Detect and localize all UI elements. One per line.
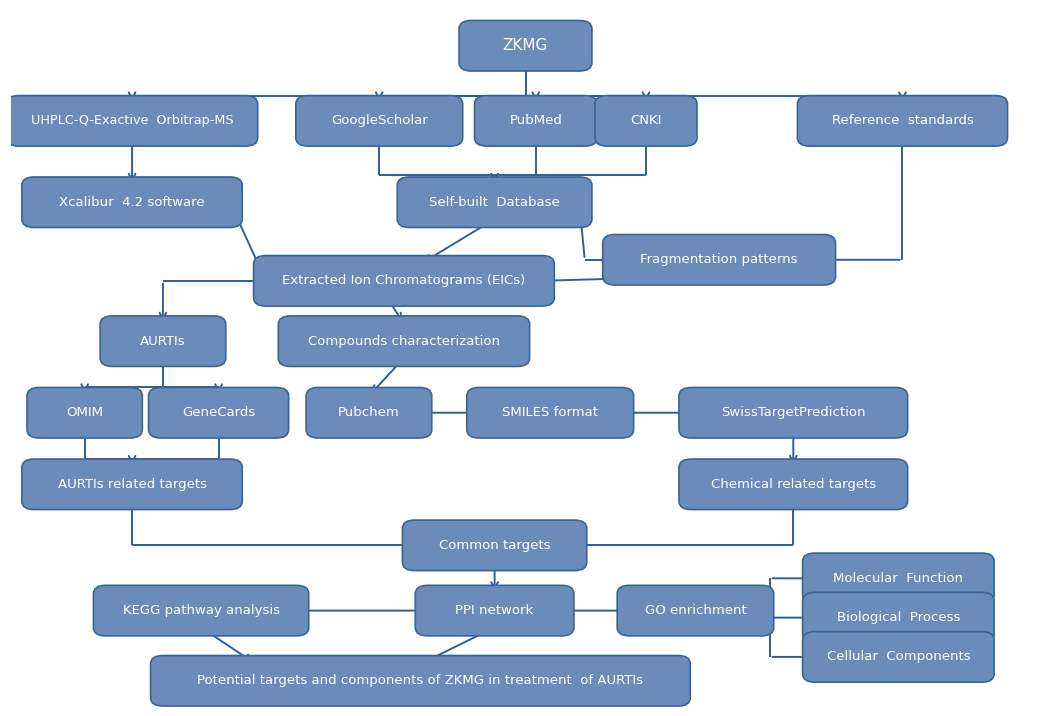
FancyBboxPatch shape [459, 21, 592, 71]
FancyBboxPatch shape [306, 387, 432, 438]
FancyBboxPatch shape [22, 177, 242, 228]
FancyBboxPatch shape [397, 177, 592, 228]
FancyBboxPatch shape [148, 387, 289, 438]
Text: Fragmentation patterns: Fragmentation patterns [640, 253, 798, 266]
FancyBboxPatch shape [403, 520, 586, 571]
Text: AURTIs related targets: AURTIs related targets [58, 478, 207, 490]
Text: GO enrichment: GO enrichment [644, 604, 746, 617]
FancyBboxPatch shape [22, 459, 242, 510]
FancyBboxPatch shape [474, 95, 597, 146]
Text: AURTIs: AURTIs [140, 334, 186, 348]
Text: ZKMG: ZKMG [502, 38, 549, 53]
FancyBboxPatch shape [253, 256, 554, 306]
FancyBboxPatch shape [6, 95, 257, 146]
Text: GoogleScholar: GoogleScholar [331, 115, 428, 127]
Text: Biological  Process: Biological Process [837, 611, 960, 624]
Text: Chemical related targets: Chemical related targets [710, 478, 875, 490]
Text: GeneCards: GeneCards [182, 406, 255, 420]
Text: PPI network: PPI network [455, 604, 534, 617]
Text: Molecular  Function: Molecular Function [833, 572, 964, 585]
Text: SMILES format: SMILES format [502, 406, 598, 420]
Text: SwissTargetPrediction: SwissTargetPrediction [721, 406, 866, 420]
Text: Pubchem: Pubchem [338, 406, 399, 420]
FancyBboxPatch shape [803, 632, 994, 682]
Text: OMIM: OMIM [66, 406, 103, 420]
FancyBboxPatch shape [602, 235, 836, 285]
FancyBboxPatch shape [467, 387, 634, 438]
Text: Xcalibur  4.2 software: Xcalibur 4.2 software [59, 195, 205, 209]
Text: CNKI: CNKI [631, 115, 662, 127]
FancyBboxPatch shape [295, 95, 462, 146]
Text: KEGG pathway analysis: KEGG pathway analysis [123, 604, 280, 617]
Text: PubMed: PubMed [510, 115, 562, 127]
FancyBboxPatch shape [803, 553, 994, 604]
Text: UHPLC-Q-Exactive  Orbitrap-MS: UHPLC-Q-Exactive Orbitrap-MS [30, 115, 233, 127]
Text: Self-built  Database: Self-built Database [429, 195, 560, 209]
FancyBboxPatch shape [803, 592, 994, 643]
Text: Common targets: Common targets [439, 539, 551, 552]
FancyBboxPatch shape [100, 316, 226, 367]
FancyBboxPatch shape [595, 95, 697, 146]
FancyBboxPatch shape [27, 387, 142, 438]
Text: Reference  standards: Reference standards [831, 115, 973, 127]
FancyBboxPatch shape [94, 586, 309, 636]
FancyBboxPatch shape [279, 316, 530, 367]
Text: Extracted Ion Chromatograms (EICs): Extracted Ion Chromatograms (EICs) [283, 274, 526, 287]
FancyBboxPatch shape [415, 586, 574, 636]
FancyBboxPatch shape [679, 459, 908, 510]
Text: Cellular  Components: Cellular Components [826, 650, 970, 664]
FancyBboxPatch shape [679, 387, 908, 438]
Text: Compounds characterization: Compounds characterization [308, 334, 500, 348]
FancyBboxPatch shape [150, 656, 691, 706]
FancyBboxPatch shape [617, 586, 774, 636]
FancyBboxPatch shape [798, 95, 1008, 146]
Text: Potential targets and components of ZKMG in treatment  of AURTIs: Potential targets and components of ZKMG… [198, 674, 643, 687]
